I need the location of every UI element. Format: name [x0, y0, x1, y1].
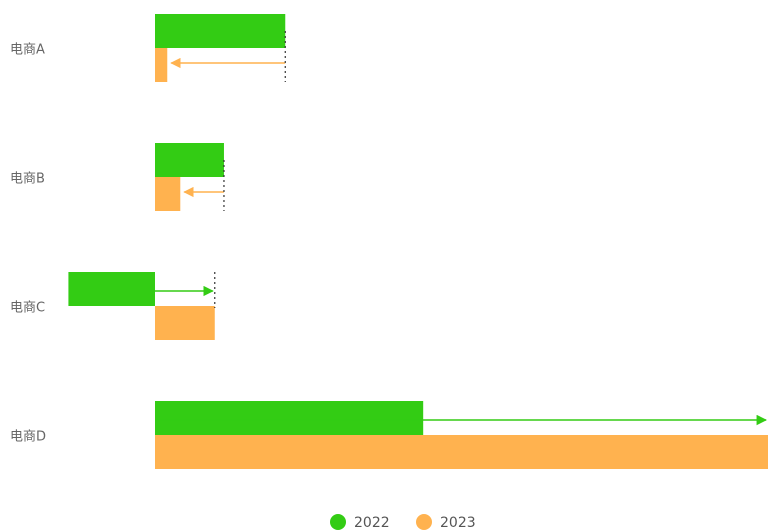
bar-2023-row-4	[155, 435, 768, 469]
legend-swatch-2023	[416, 514, 432, 530]
bar-2022-row-4	[155, 401, 424, 435]
bar-2023-row-1	[155, 48, 168, 82]
legend-label-2023: 2023	[440, 515, 476, 531]
bar-2022-row-3	[68, 272, 155, 306]
category-label-3: 电商C	[10, 301, 45, 316]
legend-label-2022: 2022	[354, 515, 390, 531]
category-label-1: 电商A	[10, 43, 45, 58]
plot-area	[68, 14, 768, 469]
legend: 2022 2023	[330, 514, 476, 531]
category-labels: 电商A 电商B 电商C 电商D	[10, 43, 46, 445]
bar-2022-row-1	[155, 14, 286, 48]
bar-2022-row-2	[155, 143, 224, 177]
bar-2023-row-3	[155, 306, 215, 340]
category-label-2: 电商B	[10, 172, 45, 187]
legend-swatch-2022	[330, 514, 346, 530]
category-label-4: 电商D	[10, 430, 46, 445]
bar-2023-row-2	[155, 177, 181, 211]
